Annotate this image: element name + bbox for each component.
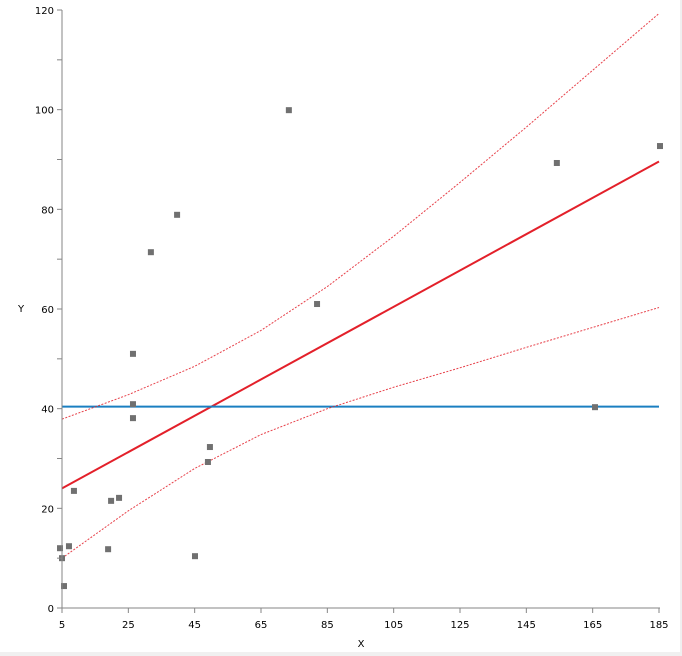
data-point bbox=[147, 249, 154, 256]
x-tick-label: 45 bbox=[188, 620, 201, 631]
data-point bbox=[174, 211, 181, 218]
y-tick-label: 0 bbox=[48, 604, 54, 615]
data-point bbox=[57, 545, 64, 552]
x-axis-label: X bbox=[358, 639, 365, 650]
data-point bbox=[591, 404, 598, 411]
x-axis-ticks: 5 25 45 65 85 105 125 145 165 185 bbox=[59, 608, 669, 631]
y-axis-label: Y bbox=[17, 304, 25, 315]
data-point bbox=[60, 583, 67, 590]
data-point bbox=[191, 553, 198, 560]
data-point bbox=[553, 159, 560, 166]
data-point bbox=[204, 458, 211, 465]
data-point bbox=[116, 494, 123, 501]
data-point bbox=[65, 543, 72, 550]
data-point bbox=[129, 415, 136, 422]
y-tick-label: 40 bbox=[41, 405, 54, 416]
data-point bbox=[129, 401, 136, 408]
y-tick-label: 120 bbox=[35, 6, 54, 17]
lower-band-line bbox=[61, 307, 660, 559]
upper-band-line bbox=[61, 13, 660, 420]
x-tick-label: 5 bbox=[59, 620, 65, 631]
data-point bbox=[285, 107, 292, 114]
data-point bbox=[314, 301, 321, 308]
x-tick-label: 185 bbox=[649, 620, 668, 631]
x-tick-label: 25 bbox=[122, 620, 135, 631]
x-tick-label: 85 bbox=[321, 620, 334, 631]
fitted-line-line bbox=[61, 160, 660, 490]
plot-lines bbox=[61, 13, 660, 559]
x-tick-label: 145 bbox=[517, 620, 536, 631]
x-tick-label: 165 bbox=[583, 620, 602, 631]
x-tick-label: 105 bbox=[384, 620, 403, 631]
data-point bbox=[108, 497, 115, 504]
y-tick-label: 60 bbox=[41, 305, 54, 316]
y-tick-label: 100 bbox=[35, 106, 54, 117]
axes: 0 20 40 60 80 100 120 5 25 45 65 85 105 125 145 165 185… bbox=[17, 6, 669, 650]
data-points bbox=[57, 107, 663, 590]
x-tick-label: 65 bbox=[255, 620, 268, 631]
data-point bbox=[206, 444, 213, 451]
x-tick-label: 125 bbox=[450, 620, 469, 631]
y-axis-ticks: 0 20 40 60 80 100 120 bbox=[35, 6, 62, 615]
data-point bbox=[129, 350, 136, 357]
data-point bbox=[70, 487, 77, 494]
data-point bbox=[656, 143, 663, 150]
y-tick-label: 20 bbox=[41, 504, 54, 515]
y-tick-label: 80 bbox=[41, 205, 54, 216]
data-point bbox=[105, 546, 112, 553]
